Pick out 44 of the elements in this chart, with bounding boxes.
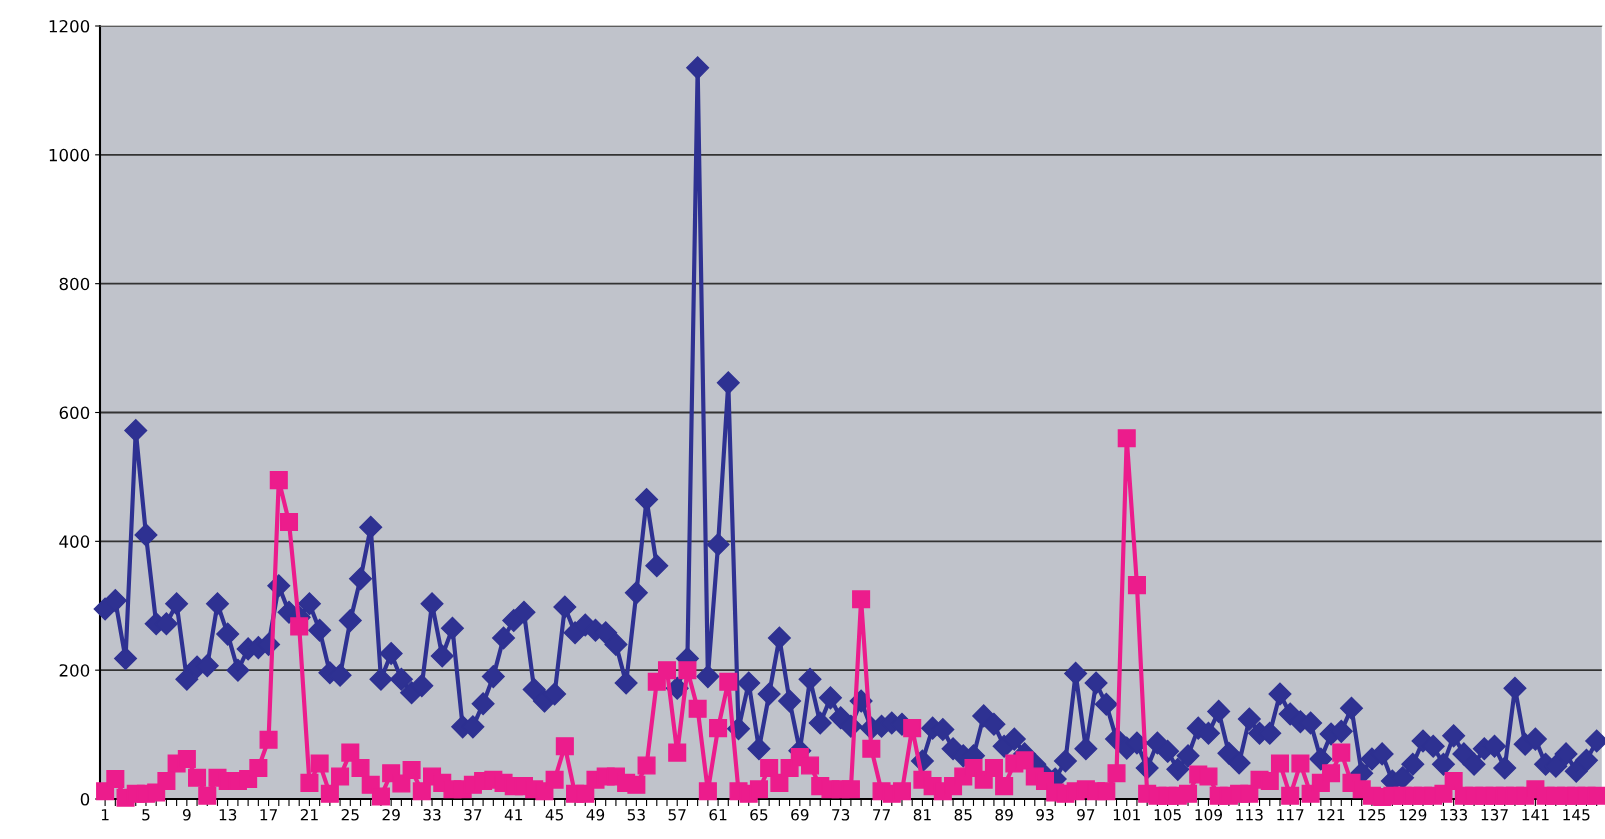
y-tick-label: 1200 [49, 19, 90, 33]
x-tick-label: 45 [545, 809, 564, 821]
x-tick-label: 21 [300, 808, 318, 821]
x-tick-label: 49 [586, 808, 605, 821]
x-tick-label: 109 [1195, 808, 1222, 821]
x-tick-label: 1 [101, 809, 109, 821]
x-tick-label: 61 [709, 808, 727, 821]
x-tick-label: 93 [1036, 808, 1054, 821]
x-tick-label: 29 [382, 808, 400, 821]
x-tick-label: 133 [1440, 808, 1468, 821]
x-tick-label: 81 [913, 808, 931, 821]
x-tick-label: 13 [219, 808, 237, 821]
x-tick-label: 57 [668, 809, 686, 821]
x-tick-label: 117 [1277, 809, 1304, 821]
x-tick-label: 137 [1481, 808, 1508, 821]
x-tick-label: 77 [873, 809, 890, 821]
x-tick-label: 121 [1318, 808, 1345, 821]
x-tick-label: 85 [954, 808, 972, 821]
x-tick-label: 37 [464, 808, 482, 821]
x-tick-label: 141 [1522, 809, 1549, 821]
x-tick-label: 97 [1077, 808, 1095, 821]
y-tick-label: 800 [59, 277, 90, 291]
x-tick-label: 145 [1563, 809, 1590, 821]
y-tick-label: 1000 [49, 148, 90, 162]
x-tick-label: 105 [1154, 808, 1181, 821]
x-tick-label: 5 [142, 809, 150, 821]
x-tick-label: 9 [182, 808, 191, 821]
x-tick-label: 25 [341, 808, 359, 821]
x-tick-label: 17 [260, 809, 277, 821]
y-tick-label: 0 [80, 792, 90, 806]
x-tick-label: 33 [423, 808, 441, 821]
x-tick-label: 41 [504, 809, 523, 821]
x-tick-label: 69 [791, 808, 809, 821]
x-tick-label: 129 [1399, 808, 1427, 821]
x-tick-label: 125 [1359, 808, 1386, 821]
x-tick-label: 89 [995, 808, 1013, 821]
x-tick-label: 53 [627, 808, 645, 821]
x-tick-label: 113 [1236, 808, 1263, 821]
x-tick-label: 101 [1113, 808, 1140, 821]
y-tick-label: 200 [59, 664, 90, 677]
y-tick-label: 400 [59, 535, 90, 548]
x-tick-label: 73 [832, 808, 850, 821]
y-tick-label: 600 [59, 406, 90, 420]
x-tick-label: 65 [750, 808, 768, 821]
